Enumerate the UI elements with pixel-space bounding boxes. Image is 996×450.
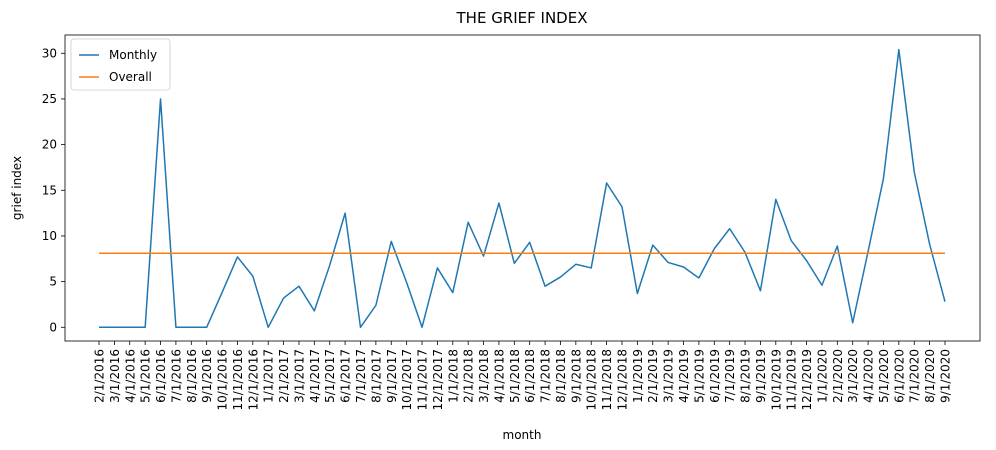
x-tick-label: 10/1/2018 <box>585 349 599 411</box>
legend-label-monthly: Monthly <box>109 48 157 62</box>
x-tick-label: 3/1/2019 <box>662 349 676 403</box>
y-tick-label: 5 <box>49 275 57 289</box>
x-tick-label: 11/1/2018 <box>600 349 614 411</box>
series-group <box>99 48 946 329</box>
x-tick-label: 2/1/2017 <box>277 349 291 403</box>
y-tick-label: 20 <box>42 138 57 152</box>
x-tick-label: 6/1/2018 <box>523 349 537 403</box>
chart-title: THE GRIEF INDEX <box>456 9 588 27</box>
x-tick-label: 6/1/2019 <box>708 349 722 403</box>
x-tick-label: 12/1/2016 <box>246 349 260 411</box>
x-tick-label: 2/1/2018 <box>462 349 476 403</box>
x-tick-label: 7/1/2017 <box>354 349 368 403</box>
x-tick-label: 1/1/2019 <box>631 349 645 403</box>
plot-area <box>64 34 981 342</box>
y-tick-label: 0 <box>49 320 57 334</box>
y-tick-label: 15 <box>42 183 57 197</box>
x-tick-label: 4/1/2016 <box>123 349 137 403</box>
legend-label-overall: Overall <box>109 70 152 84</box>
x-tick-label: 12/1/2019 <box>800 349 814 411</box>
x-tick-label: 7/1/2020 <box>908 349 922 403</box>
x-tick-label: 3/1/2017 <box>292 349 306 403</box>
x-tick-label: 9/1/2019 <box>754 349 768 403</box>
x-axis: 2/1/2016 3/1/2016 4/1/2016 5/1/2016 6/1/2016… <box>93 341 953 411</box>
x-tick-label: 2/1/2019 <box>646 349 660 403</box>
x-tick-label: 6/1/2017 <box>339 349 353 403</box>
y-axis-label: grief index <box>10 156 24 220</box>
x-tick-label: 5/1/2018 <box>508 349 522 403</box>
x-tick-label: 3/1/2020 <box>846 349 860 403</box>
x-tick-label: 3/1/2016 <box>108 349 122 403</box>
x-tick-label: 8/1/2017 <box>369 349 383 403</box>
x-tick-label: 6/1/2016 <box>154 349 168 403</box>
x-tick-label: 10/1/2019 <box>769 349 783 411</box>
x-tick-label: 5/1/2020 <box>877 349 891 403</box>
x-tick-label: 2/1/2016 <box>93 349 107 403</box>
x-tick-label: 7/1/2016 <box>169 349 183 403</box>
x-tick-label: 7/1/2019 <box>723 349 737 403</box>
x-tick-label: 8/1/2020 <box>923 349 937 403</box>
x-tick-label: 5/1/2017 <box>323 349 337 403</box>
x-tick-label: 6/1/2020 <box>892 349 906 403</box>
x-tick-label: 11/1/2017 <box>416 349 430 411</box>
x-tick-label: 5/1/2016 <box>139 349 153 403</box>
x-tick-label: 10/1/2017 <box>400 349 414 411</box>
y-tick-label: 25 <box>42 92 57 106</box>
x-tick-label: 1/1/2018 <box>446 349 460 403</box>
x-tick-label: 8/1/2016 <box>185 349 199 403</box>
x-tick-label: 2/1/2020 <box>831 349 845 403</box>
x-tick-label: 11/1/2016 <box>231 349 245 411</box>
x-tick-label: 9/1/2017 <box>385 349 399 403</box>
x-tick-label: 4/1/2020 <box>862 349 876 403</box>
x-tick-label: 1/1/2017 <box>262 349 276 403</box>
x-tick-label: 1/1/2020 <box>815 349 829 403</box>
x-tick-label: 12/1/2017 <box>431 349 445 411</box>
y-axis: 0 5 10 15 20 25 30 <box>42 46 65 334</box>
x-axis-label: month <box>503 428 542 442</box>
x-tick-label: 4/1/2019 <box>677 349 691 403</box>
x-tick-label: 8/1/2018 <box>554 349 568 403</box>
x-tick-label: 9/1/2020 <box>939 349 953 403</box>
y-tick-label: 10 <box>42 229 57 243</box>
x-tick-label: 12/1/2018 <box>615 349 629 411</box>
legend: Monthly Overall <box>70 38 171 91</box>
x-tick-label: 10/1/2016 <box>216 349 230 411</box>
x-tick-label: 8/1/2019 <box>739 349 753 403</box>
x-tick-label: 9/1/2018 <box>569 349 583 403</box>
x-tick-label: 4/1/2018 <box>492 349 506 403</box>
y-tick-label: 30 <box>42 46 57 60</box>
x-tick-label: 9/1/2016 <box>200 349 214 403</box>
x-tick-label: 5/1/2019 <box>692 349 706 403</box>
x-tick-label: 4/1/2017 <box>308 349 322 403</box>
x-tick-label: 3/1/2018 <box>477 349 491 403</box>
x-tick-label: 7/1/2018 <box>539 349 553 403</box>
x-tick-label: 11/1/2019 <box>785 349 799 411</box>
